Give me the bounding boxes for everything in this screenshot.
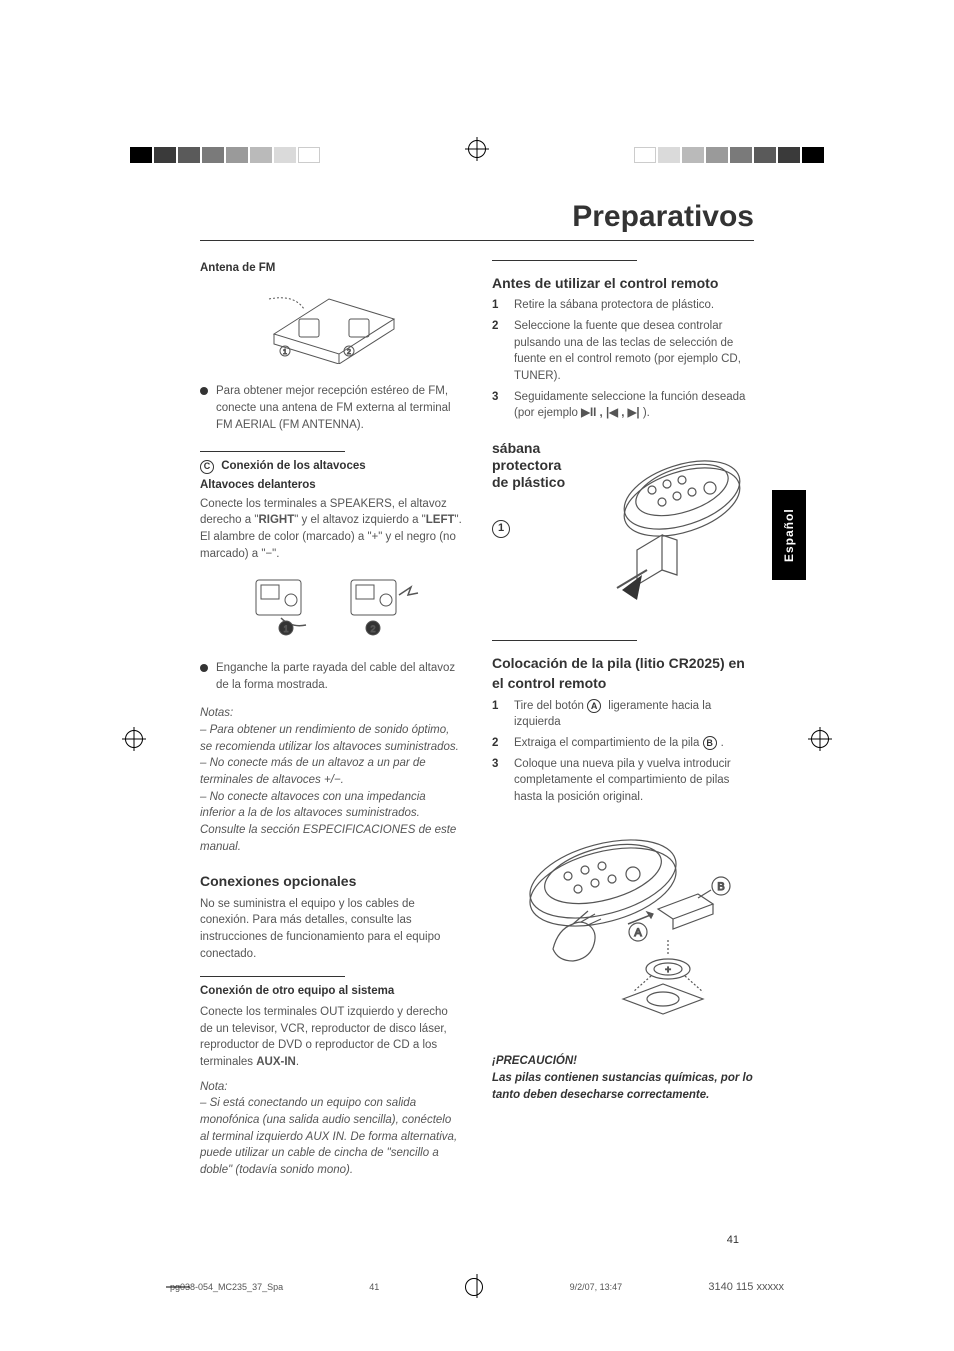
footer: pg038-054_MC235_37_Spa 41 9/2/07, 13:47 … (170, 1278, 784, 1296)
antenna-text: Para obtener mejor recepción estéreo de … (216, 383, 462, 433)
registration-mark-bottom (465, 1278, 483, 1296)
step-text: Retire la sábana protectora de plástico. (514, 297, 714, 314)
remote-step-1: 1 Retire la sábana protectora de plástic… (492, 297, 754, 314)
nota-3: – No conecte altavoces con una impedanci… (200, 789, 462, 856)
speaker-header-row: C Conexión de los altavoces (200, 458, 462, 475)
registration-mark-top (468, 140, 486, 158)
svg-text:1: 1 (283, 349, 287, 356)
battery-step-2: 2 Extraiga el compartimiento de la pila … (492, 735, 754, 752)
svg-text:+: + (665, 965, 671, 976)
step-number: 1 (492, 297, 504, 314)
antenna-figure: 1 2 (200, 289, 462, 370)
section-rule (492, 260, 637, 261)
opt-conn-header: Conexiones opcionales (200, 871, 462, 891)
step-number: 3 (492, 389, 504, 422)
registration-mark-right (811, 730, 829, 748)
svg-text:B: B (717, 881, 724, 893)
step-number: 3 (492, 756, 504, 806)
caution-header: ¡PRECAUCIÓN! (492, 1053, 754, 1070)
nota-mono: – Si está conectando un equipo con salid… (200, 1095, 462, 1178)
nota-header: Nota: (200, 1079, 462, 1096)
speaker-subheader: Altavoces delanteros (200, 477, 462, 494)
bullet-icon (200, 664, 208, 672)
page-title: Preparativos (572, 200, 754, 234)
page-number: 41 (727, 1234, 739, 1246)
step-number: 2 (492, 318, 504, 385)
svg-text:2: 2 (347, 349, 351, 356)
caution-text: Las pilas contienen sustancias químicas,… (492, 1070, 754, 1103)
speaker-figure: 1 2 (200, 570, 462, 646)
battery-step-3: 3 Coloque una nueva pila y vuelva introd… (492, 756, 754, 806)
section-rule (200, 976, 345, 977)
aux-header: Conexión de otro equipo al sistema (200, 983, 462, 1000)
step-text: Seleccione la fuente que desea controlar… (514, 318, 754, 385)
step-number: 1 (492, 698, 504, 731)
footer-code: 3140 115 xxxxx (708, 1281, 784, 1293)
remote-figure-1: sábana protectora de plástico 1 (492, 440, 754, 610)
svg-text:A: A (634, 927, 642, 939)
remote-step-3: 3 Seguidamente seleccione la función des… (492, 389, 754, 422)
left-column: Antena de FM 1 2 Para obtener mejor rece… (200, 260, 462, 1231)
step-text: Coloque una nueva pila y vuelva introduc… (514, 756, 754, 806)
step-text: Seguidamente seleccione la función desea… (514, 389, 754, 422)
opt-conn-text: No se suministra el equipo y los cables … (200, 896, 462, 963)
step-text: Extraiga el compartimiento de la pila B. (514, 735, 724, 752)
antenna-header: Antena de FM (200, 260, 462, 277)
language-tab: Español (772, 490, 806, 580)
gray-scale-left (130, 140, 320, 170)
circled-c-icon: C (200, 460, 214, 474)
remote-svg-1 (592, 440, 752, 610)
battery-figure: A B + (492, 824, 754, 1030)
hook-text: Enganche la parte rayada del cable del a… (216, 660, 462, 693)
remote-figure-label: sábana protectora de plástico 1 (492, 440, 582, 610)
section-rule (492, 640, 637, 641)
nota-2: – No conecte más de un altavoz a un par … (200, 755, 462, 788)
gray-scale-right (634, 140, 824, 170)
svg-text:2: 2 (370, 624, 375, 634)
antenna-bullet: Para obtener mejor recepción estéreo de … (200, 383, 462, 433)
nota-1: – Para obtener un rendimiento de sonido … (200, 722, 462, 755)
registration-mark-left (125, 730, 143, 748)
notas-header: Notas: (200, 705, 462, 722)
title-rule (200, 240, 754, 241)
right-column: Antes de utilizar el control remoto 1 Re… (492, 260, 754, 1231)
section-rule (200, 451, 345, 452)
battery-header: Colocación de la pila (litio CR2025) en … (492, 653, 754, 694)
hook-bullet: Enganche la parte rayada del cable del a… (200, 660, 462, 693)
aux-text: Conecte los terminales OUT izquierdo y d… (200, 1004, 462, 1071)
remote-step-2: 2 Seleccione la fuente que desea control… (492, 318, 754, 385)
step-number: 2 (492, 735, 504, 752)
remote-header: Antes de utilizar el control remoto (492, 273, 754, 293)
footer-date: 9/2/07, 13:47 (570, 1282, 623, 1292)
step-text: Tire del botón A ligeramente hacia la iz… (514, 698, 754, 731)
speaker-header: Conexión de los altavoces (221, 460, 365, 472)
printer-marks-top (0, 140, 954, 170)
battery-step-1: 1 Tire del botón A ligeramente hacia la … (492, 698, 754, 731)
bullet-icon (200, 387, 208, 395)
speaker-text: Conecte los terminales a SPEAKERS, el al… (200, 496, 462, 563)
svg-text:1: 1 (283, 624, 288, 634)
footer-page: 41 (369, 1282, 379, 1292)
content-area: Antena de FM 1 2 Para obtener mejor rece… (200, 260, 754, 1231)
